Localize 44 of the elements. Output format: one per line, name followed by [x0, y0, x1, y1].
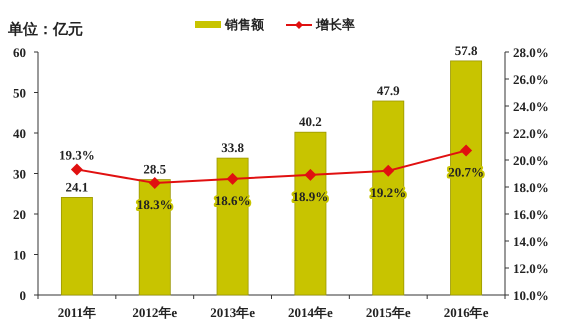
y2-tick-label: 18.0% [513, 180, 549, 195]
data-label: 40.2 [299, 114, 322, 130]
bar [294, 132, 326, 296]
y-tick-label: 20 [13, 207, 26, 222]
y2-tick-label: 12.0% [513, 261, 549, 276]
point [226, 172, 239, 185]
y-axis-title: 单位：亿元 [7, 21, 83, 38]
data-label: 19.3% [59, 147, 95, 162]
y-tick-label: 40 [13, 126, 26, 141]
y2-tick-label: 28.0% [513, 45, 549, 60]
point [148, 176, 161, 189]
point [304, 168, 316, 181]
y-tick-label: 0 [20, 288, 26, 303]
bar [60, 196, 93, 296]
y2-tick-label: 26.0% [513, 72, 549, 87]
x-tick-label: 2011年 [58, 305, 96, 320]
x-tick-label: 2012年e [132, 305, 178, 320]
point [460, 144, 472, 157]
legend-label: 销售额 [224, 17, 265, 32]
point [70, 163, 83, 176]
y-tick-label: 10 [13, 248, 26, 262]
y2-tick-label: 16.0% [513, 207, 549, 222]
data-label: 47.9 [376, 83, 400, 98]
y-tick-label: 50 [13, 86, 26, 100]
legend-label: 增长率 [315, 17, 355, 32]
x-tick-label: 2014年e [288, 305, 334, 320]
bar [372, 100, 404, 296]
bar [216, 158, 249, 296]
y-tick-label: 30 [13, 166, 26, 182]
x-tick-label: 2015年e [366, 305, 411, 320]
data-label: 24.1 [66, 179, 88, 194]
point [382, 164, 394, 177]
x-tick-label: 2016年e [444, 305, 489, 320]
y2-tick-label: 24.0% [513, 99, 549, 114]
y2-tick-label: 14.0% [513, 234, 549, 249]
x-tick-label: 2013年e [210, 305, 256, 320]
data-label: 28.5 [143, 162, 167, 177]
y-tick-label: 60 [13, 45, 26, 60]
data-label: 57.8 [454, 42, 478, 58]
y2-tick-label: 22.0% [513, 126, 549, 141]
y2-tick-label: 10.0% [513, 288, 549, 303]
data-label: 33.8 [221, 140, 244, 156]
bar [450, 60, 482, 296]
y2-tick-label: 20.0% [513, 153, 549, 168]
